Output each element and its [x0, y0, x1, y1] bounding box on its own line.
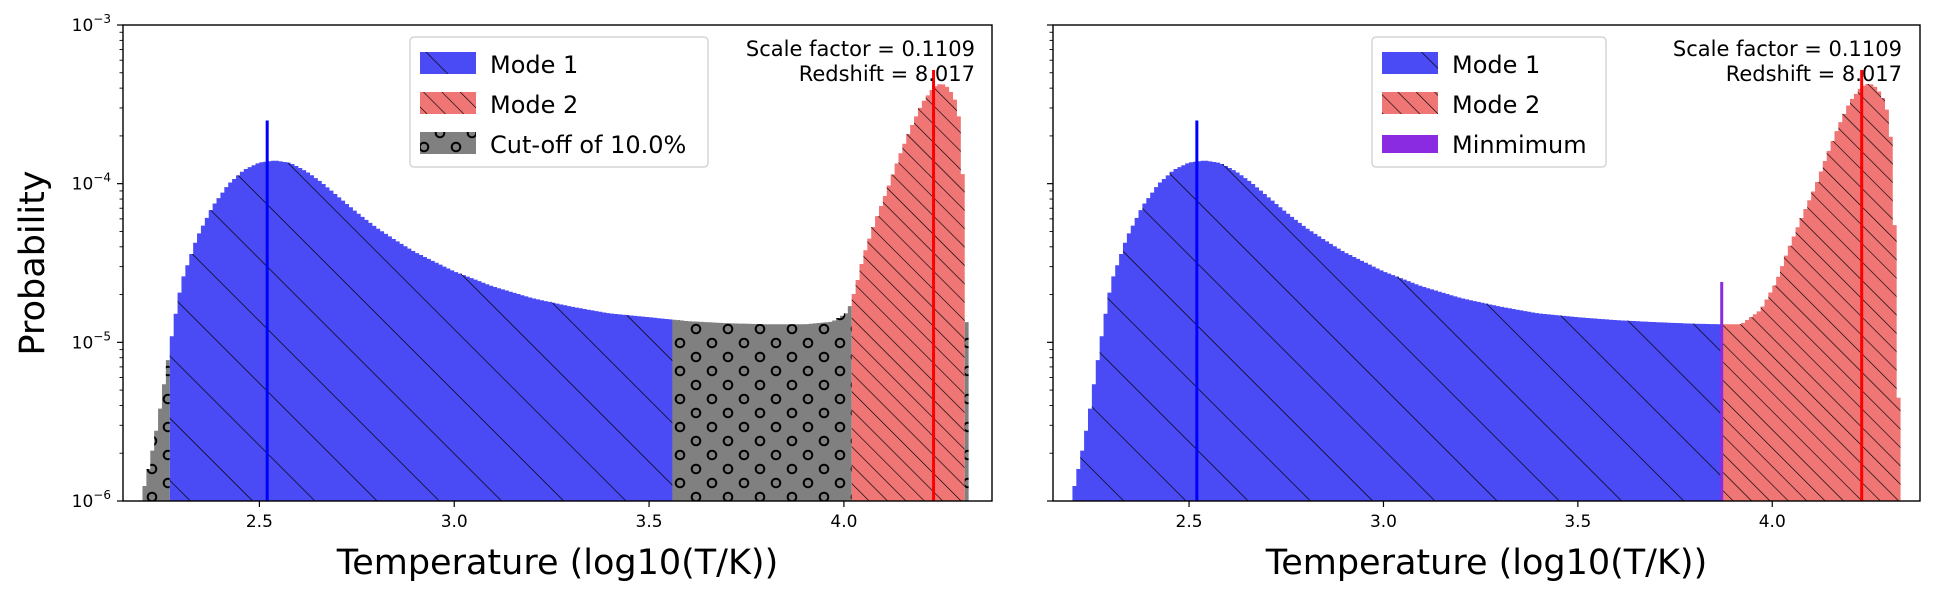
right-x-axis: 2.5 3.0 3.5 4.0 [1176, 501, 1786, 532]
legend-swatch-hatch [1382, 52, 1438, 74]
right-redshift-annotation: Redshift = 8.017 [1726, 62, 1902, 86]
right-legend: Mode 1 Mode 2 Minmimum [1371, 36, 1607, 168]
y-tick-label-2: 10−4 [72, 171, 111, 195]
x-tick-label-3: 4.0 [830, 512, 857, 532]
legend-item-2: Cut-off of 10.0% [420, 131, 686, 159]
legend-swatch-hatch [1382, 92, 1438, 114]
hist-region-0-hatch [1072, 160, 1722, 502]
legend-item-2: Minmimum [1382, 131, 1587, 159]
hist-region-3 [851, 84, 965, 501]
legend-label: Mode 1 [1452, 51, 1540, 79]
legend-label: Mode 2 [1452, 91, 1540, 119]
legend-box [409, 36, 709, 168]
left-redshift-annotation: Redshift = 8.017 [799, 62, 975, 86]
legend-swatch [1382, 135, 1438, 153]
legend-label: Mode 1 [490, 51, 578, 79]
right-panel: 2.5 3.0 3.5 4.0 Temperature (log10(T/K)) Mo… [1047, 24, 1921, 583]
hist-region-1-hatch [1721, 83, 1901, 501]
right-y-axis [1047, 24, 1053, 502]
left-plot-area [122, 24, 993, 502]
right-axes-frame [1052, 24, 1921, 502]
left-y-axis-label: Probability [13, 170, 53, 355]
legend-swatch-hatch [420, 92, 476, 114]
right-histogram [1072, 83, 1901, 502]
hist-region-4 [964, 322, 973, 501]
left-axes-frame [122, 24, 993, 502]
legend-swatch-hatch [420, 52, 476, 74]
legend-label: Mode 2 [490, 91, 578, 119]
legend-item-1: Mode 2 [420, 91, 578, 119]
left-panel: 2.5 3.0 3.5 4.0 10−6 10−5 10−4 10−3 Temperatur… [13, 12, 993, 583]
hist-region-2-hatch [672, 306, 852, 501]
hist-region-0 [142, 360, 170, 501]
x-tick-label-2: 3.5 [1564, 512, 1591, 532]
left-x-axis: 2.5 3.0 3.5 4.0 [246, 501, 857, 532]
hist-region-2 [672, 306, 852, 501]
left-y-axis: 10−6 10−5 10−4 10−3 [72, 12, 123, 512]
right-x-axis-label: Temperature (log10(T/K)) [1265, 543, 1707, 583]
x-tick-label-2: 3.5 [636, 512, 663, 532]
hist-region-0-hatch [142, 360, 170, 501]
hist-region-3-hatch [851, 84, 965, 501]
left-x-axis-label: Temperature (log10(T/K)) [336, 543, 778, 583]
hist-region-1 [169, 160, 673, 502]
hist-region-1 [1721, 83, 1901, 501]
left-scale-factor-annotation: Scale factor = 0.1109 [746, 37, 975, 61]
legend-item-1: Mode 2 [1382, 91, 1540, 119]
x-tick-label-1: 3.0 [441, 512, 468, 532]
legend-item-0: Mode 1 [1382, 51, 1540, 79]
hist-region-4-hatch [964, 322, 973, 501]
y-tick-label-1: 10−5 [72, 329, 111, 353]
hist-region-1-hatch [169, 160, 673, 502]
left-histogram [142, 84, 973, 502]
x-tick-label-3: 4.0 [1759, 512, 1786, 532]
x-tick-label-1: 3.0 [1370, 512, 1397, 532]
legend-label: Minmimum [1452, 131, 1587, 159]
y-tick-label-0: 10−6 [72, 488, 111, 512]
hist-region-0 [1072, 160, 1722, 502]
legend-label: Cut-off of 10.0% [490, 131, 686, 159]
y-tick-label-3: 10−3 [72, 12, 111, 36]
left-mode-lines [265, 70, 936, 501]
left-legend: Mode 1 Mode 2 Cut-off of 10.0% [409, 36, 709, 168]
x-tick-label-0: 2.5 [1176, 512, 1203, 532]
legend-swatch-hatch [420, 132, 476, 154]
legend-item-0: Mode 1 [420, 51, 578, 79]
right-plot-area [1052, 24, 1921, 502]
right-mode-lines [1195, 70, 1864, 501]
x-tick-label-0: 2.5 [246, 512, 273, 532]
right-scale-factor-annotation: Scale factor = 0.1109 [1673, 37, 1902, 61]
